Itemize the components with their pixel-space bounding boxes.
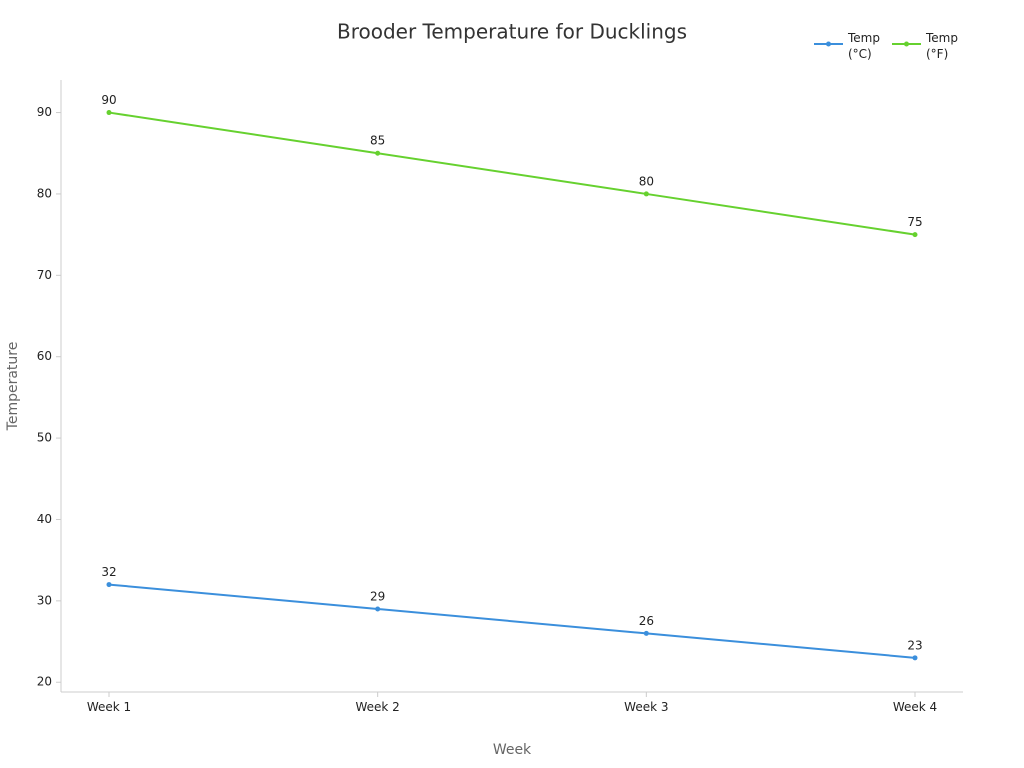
- x-tick-label: Week 4: [892, 700, 938, 714]
- legend-marker: [826, 41, 831, 47]
- legend-label: Temp (°C): [848, 31, 880, 61]
- x-axis-title: Week: [493, 742, 532, 758]
- chart-title: Brooder Temperature for Ducklings: [337, 20, 687, 44]
- y-tick-label: 20: [37, 675, 52, 689]
- data-label: 75: [907, 215, 922, 229]
- data-label: 90: [101, 93, 116, 107]
- x-tick-label: Week 1: [86, 700, 132, 714]
- data-label: 80: [639, 174, 654, 188]
- y-tick-label: 60: [37, 349, 52, 363]
- x-tick-label: Week 3: [624, 700, 669, 714]
- data-label: 85: [370, 134, 385, 148]
- data-point: [375, 606, 381, 612]
- data-point: [643, 191, 649, 197]
- y-tick-label: 50: [37, 431, 52, 445]
- data-label: 32: [101, 565, 116, 579]
- y-axis-title: Temperature: [5, 342, 21, 432]
- data-label: 29: [370, 589, 385, 603]
- series-line: [108, 583, 916, 659]
- y-tick-label: 40: [37, 512, 52, 526]
- y-tick-label: 80: [37, 186, 52, 200]
- y-tick-label: 30: [37, 593, 52, 607]
- x-tick-label: Week 2: [355, 700, 400, 714]
- data-point: [912, 232, 918, 238]
- y-tick-label: 70: [37, 268, 52, 282]
- legend-label: Temp (°F): [926, 31, 958, 61]
- data-label: 26: [639, 614, 654, 628]
- data-point: [375, 150, 381, 156]
- series-line: [108, 111, 916, 236]
- data-point: [106, 110, 112, 116]
- legend-marker: [904, 41, 909, 47]
- y-tick-label: 90: [37, 105, 52, 119]
- data-point: [912, 655, 918, 661]
- data-point: [106, 582, 112, 588]
- data-label: 23: [907, 638, 922, 652]
- data-point: [643, 630, 649, 636]
